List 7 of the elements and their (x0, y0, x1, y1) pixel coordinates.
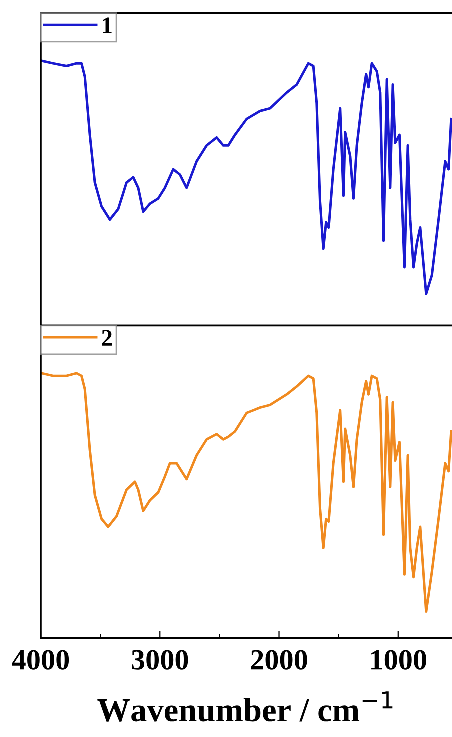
legend-label: 1 (103, 18, 112, 34)
x-tick-label: 3000 (132, 650, 188, 670)
x-tick-label: 2000 (251, 650, 308, 670)
x-tick-label: 1000 (372, 650, 426, 670)
legend-label: 2 (102, 330, 112, 346)
x-tick-label: 4000 (12, 650, 70, 670)
x-axis-title: Wavenumber / cm$^{−1}$ (98, 692, 393, 722)
